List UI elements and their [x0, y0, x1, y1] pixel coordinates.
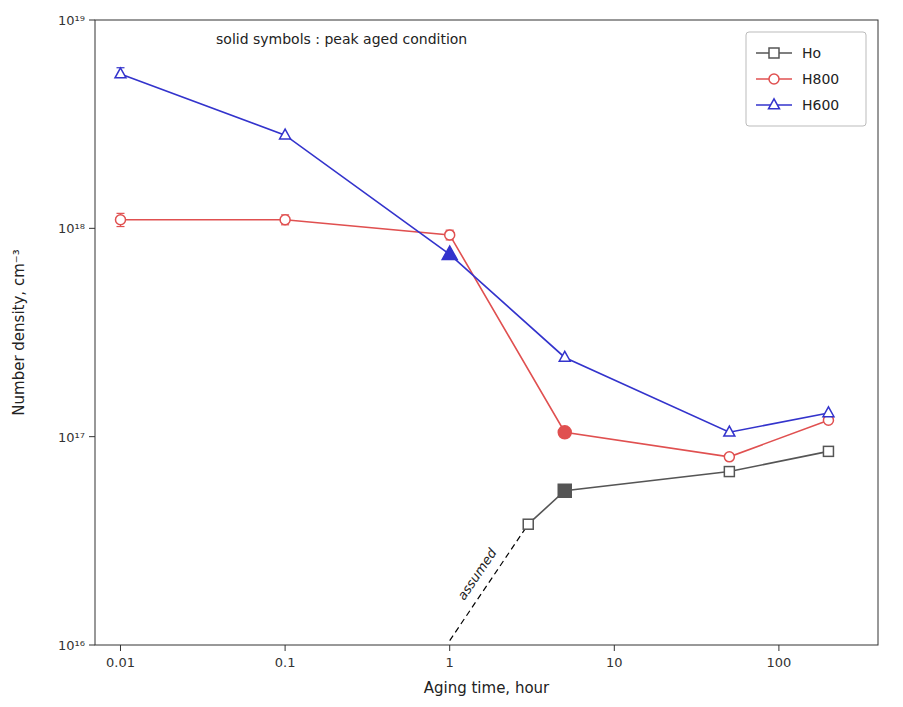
error-bar [281, 215, 289, 225]
y-axis-label: Number density, cm⁻³ [10, 249, 28, 415]
point [559, 351, 570, 361]
series-line [120, 220, 828, 457]
y-tick [89, 645, 95, 646]
point [115, 68, 126, 78]
point [724, 467, 734, 477]
annotation: assumed [454, 545, 500, 603]
legend-box [746, 32, 866, 126]
x-tick [120, 645, 121, 651]
y-tick-label: 10¹⁸ [58, 221, 85, 236]
legend-marker [769, 99, 780, 109]
y-tick-label: 10¹⁹ [58, 13, 85, 28]
error-bar-cap [116, 213, 124, 214]
annotation: solid symbols : peak aged condition [216, 31, 467, 47]
y-tick [89, 436, 95, 437]
legend: Ho H800 H600 [746, 32, 866, 126]
y-tick [89, 228, 95, 229]
legend-marker [769, 48, 779, 58]
error-bar-cap [116, 226, 124, 227]
point [280, 129, 291, 139]
annotation-line [450, 524, 529, 640]
x-axis-label: Aging time, hour [424, 679, 550, 697]
series-line [120, 74, 828, 432]
point [724, 426, 735, 436]
x-tick-label: 10 [606, 655, 623, 670]
error-bar [116, 213, 124, 226]
x-tick-label: 1 [446, 655, 454, 670]
point [115, 215, 125, 225]
series-2 [115, 68, 834, 436]
plot-area [115, 68, 834, 641]
background [0, 0, 903, 707]
series-line [528, 451, 828, 524]
legend-label: Ho [802, 45, 821, 61]
legend-label: H600 [802, 97, 839, 113]
point [445, 230, 455, 240]
chart: 0.01 0.1 1 10 100 10¹⁶ 10¹⁷ 10¹⁸ 10¹⁹ Aging time,… [0, 0, 903, 707]
point [523, 519, 533, 529]
peak-point [558, 426, 571, 439]
y-tick-label: 10¹⁷ [58, 430, 85, 445]
peak-point [442, 246, 457, 260]
x-tick [778, 645, 779, 651]
point [724, 452, 734, 462]
legend-label: H800 [802, 71, 839, 87]
y-tick-label: 10¹⁶ [58, 638, 85, 653]
x-tick-label: 0.1 [275, 655, 296, 670]
x-tick [614, 645, 615, 651]
error-bar [446, 230, 454, 240]
legend-marker [769, 74, 779, 84]
x-tick [449, 645, 450, 651]
series-0 [523, 446, 833, 529]
axes: 0.01 0.1 1 10 100 10¹⁶ 10¹⁷ 10¹⁸ 10¹⁹ [58, 13, 791, 670]
y-tick [89, 20, 95, 21]
x-tick-label: 0.01 [106, 655, 135, 670]
x-tick [285, 645, 286, 651]
point [823, 407, 834, 417]
point [823, 446, 833, 456]
plot-frame [95, 20, 878, 645]
peak-point [558, 484, 571, 497]
x-tick-label: 100 [766, 655, 791, 670]
series-1 [115, 213, 833, 461]
point [280, 215, 290, 225]
